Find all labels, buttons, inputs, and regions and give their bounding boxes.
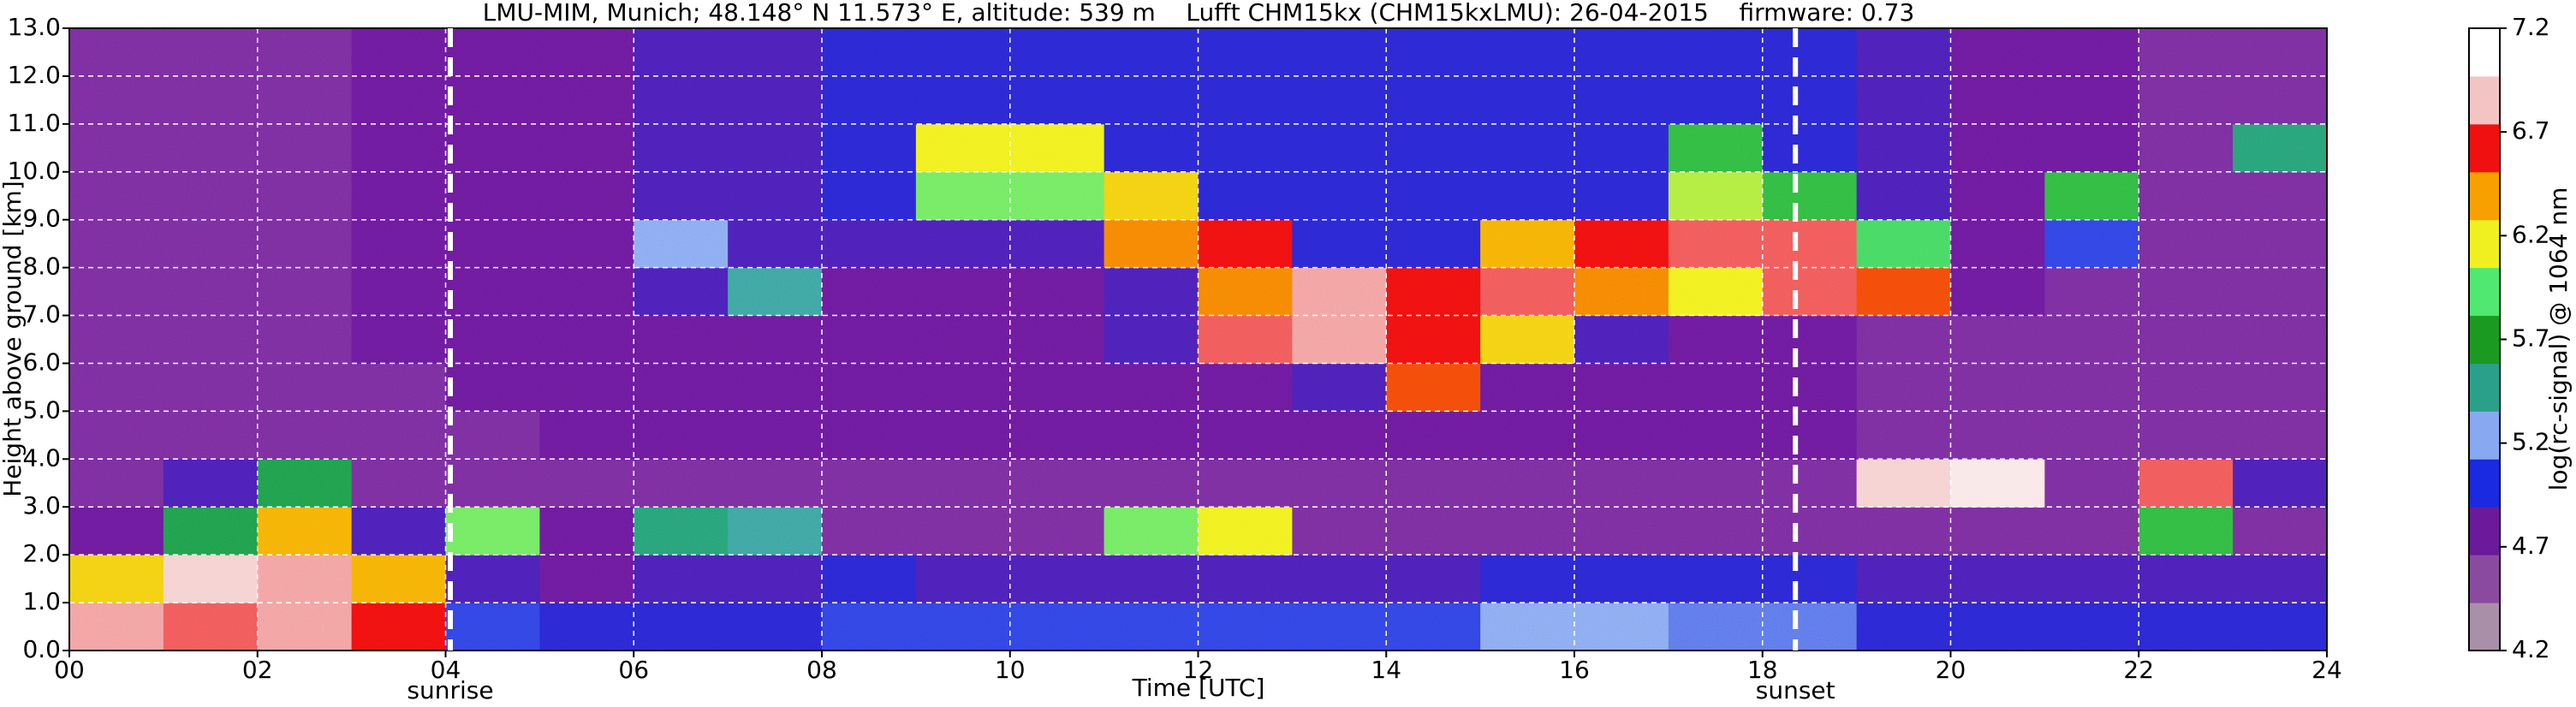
x-tick-label: 20 bbox=[1936, 656, 1966, 684]
y-tick-label: 9.0 bbox=[22, 205, 61, 233]
x-tick-label: 02 bbox=[242, 656, 273, 684]
x-tick-label: 00 bbox=[54, 656, 85, 684]
x-tick-label: 14 bbox=[1371, 656, 1401, 684]
x-tick-label: 18 bbox=[1747, 656, 1778, 684]
colorbar-segment bbox=[2469, 507, 2500, 556]
y-tick-label: 13.0 bbox=[8, 13, 61, 41]
x-tick-label: 10 bbox=[995, 656, 1026, 684]
annotation-label: sunset bbox=[1756, 676, 1835, 704]
plot-frame bbox=[68, 27, 2328, 651]
colorbar-tick-label: 4.2 bbox=[2512, 635, 2550, 663]
x-axis-label: Time [UTC] bbox=[1132, 674, 1265, 702]
chart-title: LMU-MIM, Munich; 48.148° N 11.573° E, al… bbox=[483, 0, 1915, 27]
y-axis-label: Height above ground [km] bbox=[0, 181, 27, 497]
colorbar-segment bbox=[2469, 123, 2500, 173]
colorbar-segment bbox=[2469, 315, 2500, 364]
y-tick-label: 10.0 bbox=[8, 157, 61, 185]
x-tick-label: 12 bbox=[1183, 656, 1214, 684]
x-tick-label: 08 bbox=[806, 656, 837, 684]
x-tick-label: 22 bbox=[2123, 656, 2154, 684]
colorbar-label: log(rc-signal) @ 1064 nm bbox=[2544, 187, 2573, 491]
y-tick-label: 3.0 bbox=[22, 491, 61, 520]
colorbar-segment bbox=[2469, 555, 2500, 603]
x-tick-label: 04 bbox=[431, 656, 461, 684]
y-tick-label: 1.0 bbox=[22, 587, 61, 615]
x-tick-label: 06 bbox=[618, 656, 649, 684]
colorbar-segment bbox=[2469, 219, 2500, 269]
colorbar-tick-label: 6.7 bbox=[2512, 116, 2550, 145]
colorbar-segment bbox=[2469, 28, 2500, 77]
colorbar-segment bbox=[2469, 363, 2500, 412]
colorbar-segment bbox=[2469, 75, 2500, 125]
colorbar-segment bbox=[2469, 267, 2500, 317]
colorbar-tick-label: 6.2 bbox=[2512, 220, 2550, 248]
colorbar-segment bbox=[2469, 603, 2500, 651]
y-tick-label: 12.0 bbox=[8, 61, 61, 89]
colorbar-tick-label: 7.2 bbox=[2512, 13, 2550, 41]
y-tick-label: 2.0 bbox=[22, 539, 61, 567]
annotation-label: sunrise bbox=[407, 676, 493, 704]
colorbar-tick-label: 5.2 bbox=[2512, 428, 2550, 456]
y-tick-label: 6.0 bbox=[22, 348, 61, 376]
colorbar-segment bbox=[2469, 171, 2500, 221]
y-tick-label: 5.0 bbox=[22, 395, 61, 424]
y-tick-label: 11.0 bbox=[8, 109, 61, 137]
x-tick-label: 16 bbox=[1559, 656, 1590, 684]
colorbar-tick-label: 5.7 bbox=[2512, 324, 2550, 353]
x-tick-label: 24 bbox=[2311, 656, 2342, 684]
y-tick-label: 4.0 bbox=[22, 443, 61, 472]
y-tick-label: 7.0 bbox=[22, 300, 61, 329]
colorbar-segment bbox=[2469, 411, 2500, 460]
y-tick-label: 0.0 bbox=[22, 635, 61, 663]
y-tick-label: 8.0 bbox=[22, 253, 61, 281]
colorbar-tick-label: 4.7 bbox=[2512, 532, 2550, 560]
colorbar-segment bbox=[2469, 459, 2500, 508]
